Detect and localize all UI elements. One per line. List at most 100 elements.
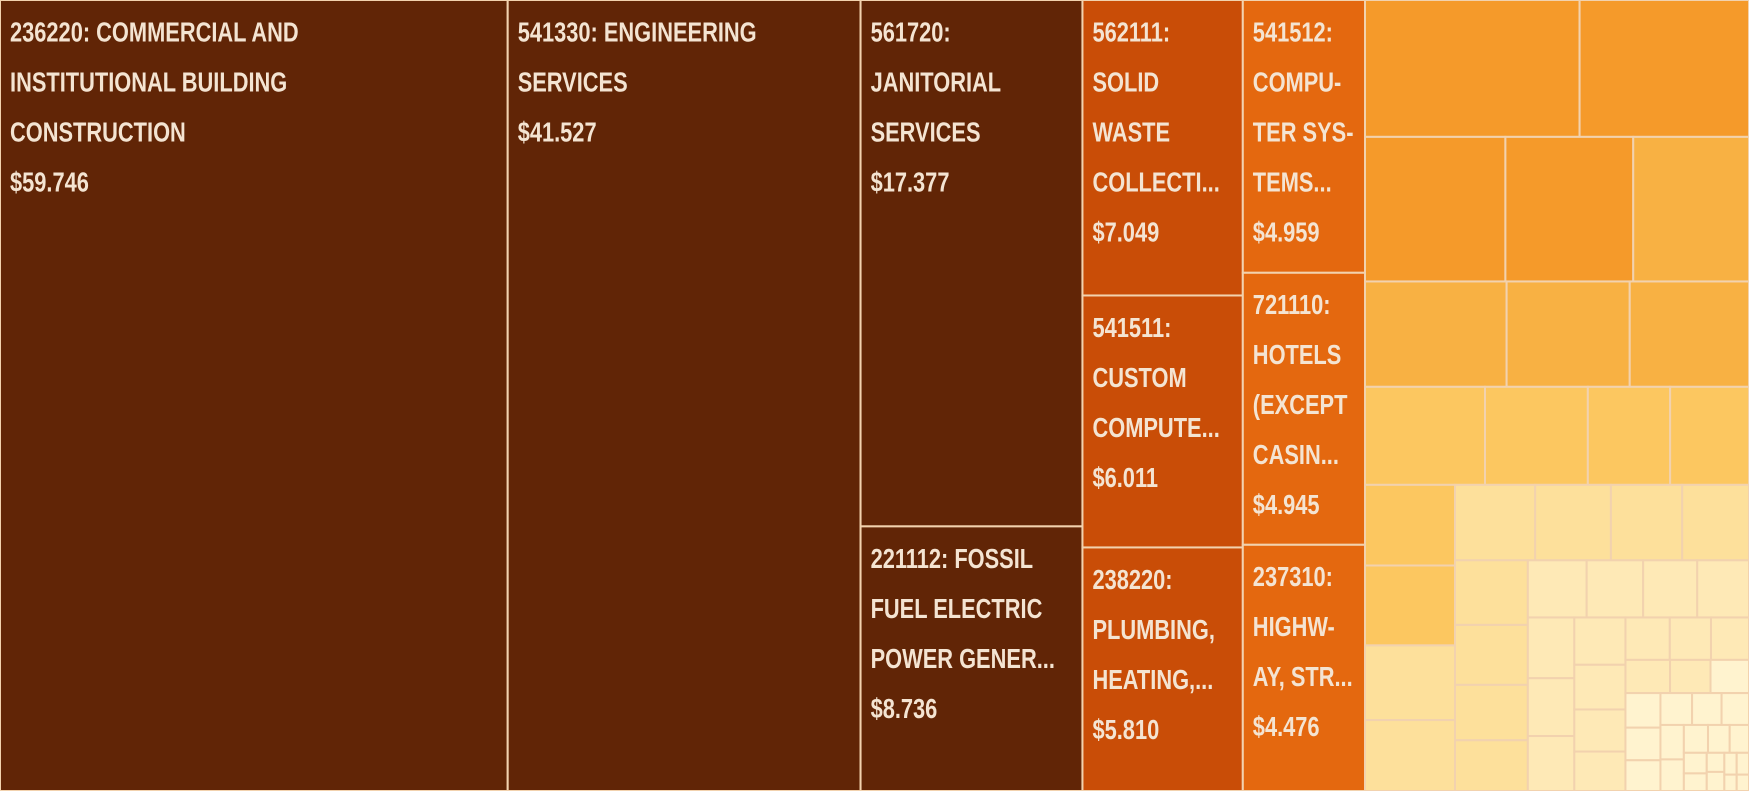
tile (1735, 773, 1749, 791)
category-label: PLUMBING, (1092, 614, 1214, 645)
category-label: 541330: ENGINEERING (518, 17, 757, 48)
tile (1573, 663, 1627, 711)
tile (1454, 623, 1529, 686)
category-label: TER SYS- (1253, 117, 1354, 148)
tile (1723, 751, 1738, 776)
tile (1363, 719, 1457, 791)
tile (1659, 692, 1694, 726)
category-label: 541512: (1253, 17, 1333, 48)
category-label: 541511: (1092, 312, 1171, 343)
tile (1709, 658, 1749, 695)
tile (1696, 559, 1749, 619)
category-label: FUEL ELECTRIC (871, 593, 1043, 624)
tile (859, 0, 1084, 528)
value-label: $6.011 (1092, 462, 1158, 493)
category-label: AY, STR... (1253, 662, 1353, 693)
category-label: (EXCEPT (1253, 390, 1348, 421)
tile (1682, 723, 1709, 754)
tile (859, 525, 1084, 791)
category-label: 562111: (1092, 17, 1170, 48)
tile (1706, 723, 1731, 754)
tile (1505, 280, 1631, 388)
tile-label: 562111: SOLID WASTE COLLECTI... $7.049 (1092, 17, 1219, 248)
tile (1363, 385, 1486, 486)
tile (1504, 135, 1635, 283)
tile (1709, 616, 1749, 661)
tile (1454, 683, 1529, 742)
tile (1585, 559, 1645, 619)
tile (1081, 546, 1244, 791)
tile (1363, 0, 1581, 138)
tile (1728, 723, 1749, 754)
tile (1735, 751, 1749, 776)
tile (1720, 692, 1749, 726)
category-label: 221112: FOSSIL (871, 543, 1034, 574)
category-label: 238220: (1092, 564, 1172, 595)
tile (1669, 385, 1749, 486)
tile (1628, 280, 1749, 388)
tile (1363, 564, 1457, 647)
tile (1705, 770, 1726, 791)
category-label: SERVICES (518, 67, 628, 98)
category-label: 561720: (871, 17, 951, 48)
category-label: HEATING,... (1092, 664, 1213, 695)
tile (1586, 385, 1672, 486)
tile (1363, 280, 1508, 388)
category-label: SERVICES (871, 117, 981, 148)
value-label: $8.736 (871, 693, 938, 724)
category-label: CASIN... (1253, 440, 1339, 471)
tile (1681, 483, 1749, 562)
tile (1241, 0, 1366, 274)
category-label: TEMS... (1253, 167, 1332, 198)
tile (1526, 677, 1576, 738)
category-label: 721110: (1253, 290, 1331, 321)
tile-label: 237310: HIGHW- AY, STR... $4.476 (1253, 562, 1353, 743)
category-label: JANITORIAL (871, 67, 1002, 98)
tile (1723, 773, 1738, 791)
tile (1624, 616, 1671, 661)
tile (1363, 644, 1457, 722)
tile (1659, 758, 1685, 791)
value-label: $4.945 (1253, 490, 1320, 521)
category-label: POWER GENER... (871, 643, 1055, 674)
tile (1669, 658, 1712, 695)
category-label: INSTITUTIONAL BUILDING (10, 67, 287, 98)
tile (1682, 751, 1708, 775)
category-label: HIGHW- (1253, 612, 1335, 643)
category-label: CUSTOM (1092, 362, 1186, 393)
category-label: 236220: COMMERCIAL AND (10, 17, 299, 48)
tile (1691, 692, 1723, 726)
tile (1578, 0, 1749, 138)
tile (1642, 559, 1699, 619)
tile (1081, 0, 1244, 297)
value-label: $4.476 (1253, 712, 1320, 743)
tile (1624, 658, 1672, 695)
tile (1241, 543, 1366, 791)
category-label: COLLECTI... (1092, 167, 1219, 198)
value-label: $5.810 (1092, 714, 1159, 745)
tile (1573, 616, 1627, 666)
tile-label: 721110: HOTELS (EXCEPT CASIN... $4.945 (1253, 290, 1348, 521)
tile (1705, 751, 1726, 773)
tile (1624, 726, 1662, 762)
tile (0, 0, 509, 791)
tile-label: 541511: CUSTOM COMPUTE... $6.011 (1092, 312, 1219, 493)
tile-label: 236220: COMMERCIAL AND INSTITUTIONAL BUIL… (10, 17, 299, 198)
value-label: $4.959 (1253, 217, 1320, 248)
tile (1454, 483, 1537, 562)
tile (1363, 483, 1457, 567)
tile (1241, 271, 1366, 546)
category-label: COMPUTE... (1092, 412, 1219, 443)
tile-label: 541512: COMPU- TER SYS- TEMS... $4.959 (1253, 17, 1354, 248)
tile-label: 561720: JANITORIAL SERVICES $17.377 (871, 17, 1002, 198)
tile (1526, 735, 1576, 791)
tile-label: 541330: ENGINEERING SERVICES $41.527 (518, 17, 757, 148)
tile (1483, 385, 1589, 486)
value-label: $41.527 (518, 117, 597, 148)
category-label: SOLID (1092, 67, 1159, 98)
tile (1534, 483, 1612, 562)
tile (506, 0, 862, 791)
category-label: COMPU- (1253, 67, 1342, 98)
tile (1363, 135, 1507, 283)
